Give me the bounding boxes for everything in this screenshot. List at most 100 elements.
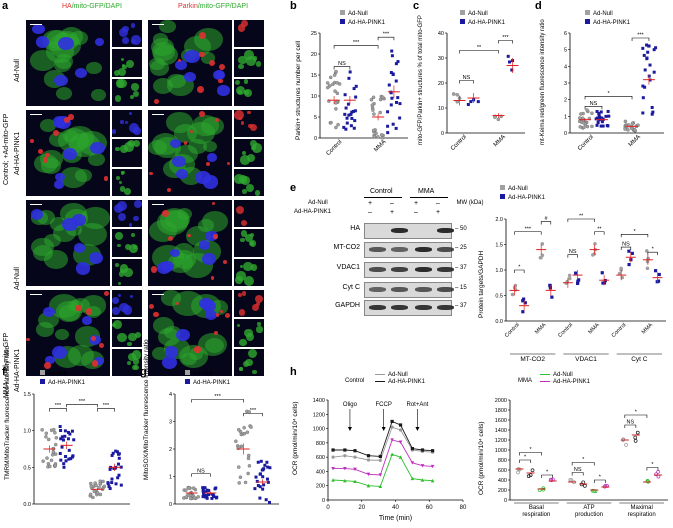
ocr-point bbox=[378, 473, 383, 477]
sig-bracket bbox=[567, 218, 595, 222]
sign-pink1: + bbox=[390, 209, 395, 216]
data-point bbox=[567, 273, 572, 278]
injection-arrowhead bbox=[347, 427, 352, 431]
data-point bbox=[510, 68, 514, 72]
data-point bbox=[395, 100, 399, 104]
data-point bbox=[643, 68, 647, 72]
sig-bracket bbox=[631, 37, 650, 41]
y-tick-label: 400 bbox=[498, 478, 507, 484]
ocr-point bbox=[430, 478, 435, 483]
data-point bbox=[334, 101, 338, 105]
data-point bbox=[247, 464, 252, 468]
panel-b-chart: 0 5 10 15 20 25 Control MMA NS *** *** bbox=[311, 31, 408, 157]
data-point bbox=[92, 489, 97, 494]
ocr-point bbox=[420, 448, 425, 452]
data-point bbox=[59, 458, 63, 462]
data-point bbox=[203, 493, 207, 497]
y-tick-label: 1000 bbox=[495, 448, 507, 454]
x-tick-label: Control bbox=[325, 139, 343, 157]
sig-label: *** bbox=[103, 403, 110, 409]
x-tick-label: MMA bbox=[534, 322, 548, 336]
sig-bracket bbox=[333, 66, 351, 70]
data-point bbox=[455, 93, 459, 97]
data-point bbox=[53, 463, 58, 468]
ocr-series-line bbox=[333, 453, 433, 487]
sig-bracket bbox=[459, 80, 474, 84]
data-point bbox=[352, 87, 356, 91]
micrograph-inset bbox=[234, 49, 264, 77]
data-point bbox=[264, 498, 268, 502]
data-point bbox=[372, 112, 376, 116]
data-point bbox=[606, 109, 610, 113]
y-tick-label: 0.5 bbox=[23, 465, 31, 471]
data-point bbox=[106, 481, 110, 485]
data-point bbox=[619, 266, 623, 271]
data-point bbox=[623, 119, 628, 124]
data-point bbox=[650, 112, 654, 116]
ocr-point bbox=[398, 423, 403, 427]
data-point bbox=[187, 486, 191, 490]
blot-mw: – 37 bbox=[455, 303, 467, 309]
micrograph-inset bbox=[112, 290, 142, 318]
data-point bbox=[396, 60, 400, 64]
data-point bbox=[207, 492, 211, 496]
blot-row-pink1: Ad-HA-PINK1 bbox=[294, 209, 332, 215]
legend-g-null: Ad-Null bbox=[193, 371, 213, 377]
data-point bbox=[496, 117, 501, 122]
x-tick-label: 20 bbox=[358, 505, 365, 511]
y-tick-label: 1600 bbox=[495, 418, 507, 424]
data-point bbox=[111, 451, 115, 455]
y-tick-label: 10 bbox=[438, 106, 444, 112]
data-point bbox=[108, 467, 112, 471]
data-point bbox=[72, 438, 76, 442]
bar-point bbox=[583, 484, 587, 488]
y-tick-label: 10 bbox=[311, 94, 317, 100]
y-tick-label: 30 bbox=[438, 56, 444, 62]
data-point bbox=[205, 496, 209, 500]
data-point bbox=[205, 488, 209, 492]
data-point bbox=[343, 93, 347, 97]
data-point bbox=[88, 492, 93, 497]
ocr-point bbox=[331, 466, 335, 471]
data-point bbox=[521, 310, 525, 314]
bar-group-label: production bbox=[575, 512, 603, 518]
sig-label: *** bbox=[637, 33, 644, 39]
panel-label-c: c bbox=[413, 0, 420, 12]
data-point bbox=[550, 295, 554, 299]
data-point bbox=[119, 483, 123, 487]
ocr-point bbox=[343, 466, 347, 471]
x-tick-label: MMA bbox=[587, 322, 601, 336]
sig-label: *** bbox=[525, 226, 532, 232]
y-tick-label: 1200 bbox=[313, 412, 325, 418]
data-point bbox=[54, 436, 59, 440]
ocr-point bbox=[331, 455, 335, 459]
ocr-series-line bbox=[333, 426, 433, 461]
micrograph-inset bbox=[112, 168, 142, 196]
sig-label: * bbox=[599, 475, 602, 481]
sig-bracket bbox=[620, 233, 649, 238]
legend-d-pink1: Ad-HA-PINK1 bbox=[593, 20, 631, 26]
ocr-point bbox=[378, 484, 383, 489]
panel-e-ylabel: Protein targets/GAPDH bbox=[478, 250, 485, 318]
panel-e-chart: 0.0 0.5 1.0 1.5 2.0 Control MMA Control MMA Contr… bbox=[495, 214, 666, 363]
bar-point bbox=[654, 472, 659, 477]
data-point bbox=[644, 249, 649, 253]
data-point bbox=[268, 466, 272, 470]
data-point bbox=[371, 95, 376, 100]
panel-c-ylabel: mito-GFP/Parkin+ structures % of total m… bbox=[418, 15, 424, 145]
data-point bbox=[390, 96, 394, 100]
data-point bbox=[641, 84, 645, 88]
data-point bbox=[597, 111, 601, 115]
sig-label: NS bbox=[590, 101, 598, 107]
y-tick-label: 200 bbox=[316, 484, 325, 490]
group-label: MT-CO2 bbox=[520, 356, 545, 363]
ocr-point bbox=[398, 455, 403, 459]
data-point bbox=[213, 487, 217, 491]
sig-label: *** bbox=[383, 32, 390, 38]
ocr-point bbox=[366, 483, 371, 488]
bar-point bbox=[528, 473, 533, 478]
sig-bracket bbox=[377, 36, 395, 41]
data-point bbox=[651, 110, 655, 114]
